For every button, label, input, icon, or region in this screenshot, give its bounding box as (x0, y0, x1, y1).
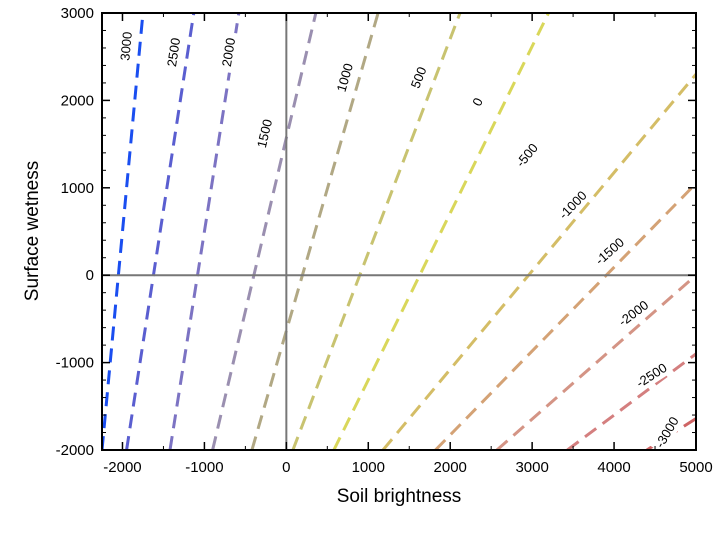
contour-line-4 (250, 13, 380, 450)
contour-label-bg-10 (612, 295, 655, 333)
contour-line-3 (211, 13, 318, 450)
contour-label-bg-8 (553, 185, 593, 226)
contour-label-bg-11 (630, 358, 673, 394)
y-tick-label-5: 3000 (61, 5, 94, 22)
x-tick-label-5: 3000 (515, 459, 548, 476)
x-tick-label-2: 0 (282, 459, 290, 476)
y-tick-label-2: 0 (86, 267, 94, 284)
contour-line-9 (495, 274, 696, 450)
contour-line-7 (381, 73, 696, 450)
y-tick-label-1: -1000 (56, 355, 94, 372)
contour-label-bg-4 (332, 56, 359, 100)
zero-axis-lines (102, 13, 696, 450)
contour-line-6 (332, 13, 550, 450)
contour-label-1: 2500 (164, 37, 183, 68)
y-axis-title: Surface wetness (22, 161, 43, 301)
contour-label-bg-1 (163, 31, 186, 74)
y-tick-label-0: -2000 (56, 442, 94, 459)
contour-line-10 (566, 352, 696, 450)
contour-label-bg-3 (252, 112, 278, 155)
contour-line-2 (168, 13, 241, 450)
contour-label-bg-5 (404, 56, 434, 100)
x-axis: -2000 -1000 0 1000 2000 3000 4000 5000 (103, 13, 713, 476)
contour-label-bg-0 (116, 25, 137, 67)
contour-label-11: -2500 (633, 360, 669, 391)
plot-frame (101, 12, 697, 451)
contour-label-bg-9 (589, 232, 631, 271)
contour-label-bg-7 (508, 134, 547, 176)
contour-line-0 (102, 13, 145, 450)
contour-label-bg-12 (650, 411, 685, 454)
contour-lines (102, 13, 696, 450)
contour-line-8 (434, 182, 696, 450)
x-tick-label-6: 4000 (597, 459, 630, 476)
contour-line-1 (125, 13, 196, 450)
x-axis-title: Soil brightness (337, 486, 462, 507)
x-tick-label-0: -2000 (103, 459, 141, 476)
contour-label-3: 1500 (254, 118, 275, 150)
contour-label-5: 500 (408, 65, 430, 91)
contour-label-2: 2000 (219, 37, 238, 68)
contour-line-5 (291, 13, 462, 450)
y-tick-label-3: 1000 (61, 180, 94, 197)
x-tick-label-4: 2000 (434, 459, 467, 476)
contour-label-bg-2 (217, 31, 241, 74)
y-tick-label-4: 2000 (61, 92, 94, 109)
x-tick-label-3: 1000 (352, 459, 385, 476)
y-axis: -2000 -1000 0 1000 2000 3000 (56, 5, 696, 459)
x-tick-label-7: 5000 (679, 459, 712, 476)
contour-label-0: 3000 (117, 31, 135, 61)
x-tick-label-1: -1000 (185, 459, 223, 476)
contour-label-bg-6 (462, 80, 495, 124)
